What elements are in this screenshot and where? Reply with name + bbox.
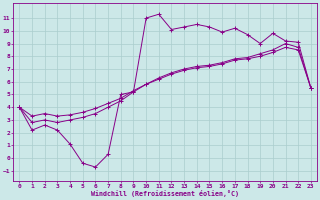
X-axis label: Windchill (Refroidissement éolien,°C): Windchill (Refroidissement éolien,°C) [91, 190, 239, 197]
